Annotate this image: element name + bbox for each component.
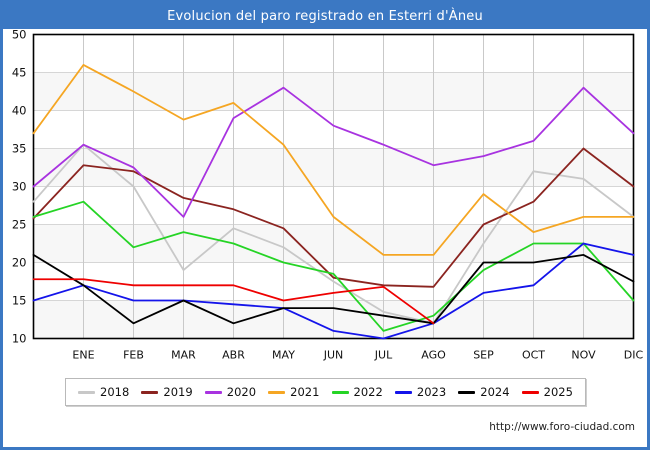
- legend-item-2024[interactable]: 2024: [458, 385, 510, 399]
- series-line-2023: [32, 242, 635, 340]
- x-axis-month-label: AGO: [421, 349, 446, 362]
- legend-swatch-icon: [78, 390, 96, 394]
- legend-swatch-icon: [458, 390, 476, 394]
- y-axis-tick-label: 45: [12, 66, 27, 80]
- x-axis-month-label: OCT: [522, 349, 545, 362]
- x-axis-month-label: FEB: [123, 349, 144, 362]
- legend-item-2020[interactable]: 2020: [204, 385, 257, 399]
- y-axis-tick-label: 10: [12, 332, 27, 346]
- legend-item-label: 2019: [163, 385, 193, 399]
- series-line-2018: [32, 143, 635, 325]
- y-axis-tick-label: 50: [12, 29, 27, 42]
- legend-item-label: 2018: [100, 385, 130, 399]
- x-axis-month-label: ABR: [222, 349, 245, 362]
- series-line-2024: [32, 253, 635, 325]
- legend-item-2023[interactable]: 2023: [394, 385, 447, 399]
- x-axis-month-label: JUL: [374, 349, 393, 362]
- legend-item-label: 2022: [353, 385, 383, 399]
- legend-swatch-icon: [141, 390, 159, 394]
- y-axis-tick-label: 15: [12, 294, 27, 308]
- legend-item-2021[interactable]: 2021: [268, 385, 319, 399]
- legend-item-2022[interactable]: 2022: [331, 385, 383, 399]
- x-axis-month-label: NOV: [571, 349, 596, 362]
- legend-item-label: 2020: [226, 385, 257, 399]
- legend-item-label: 2024: [480, 385, 510, 399]
- series-line-2022: [32, 200, 635, 332]
- window-title-bar: Evolucion del paro registrado en Esterri…: [3, 3, 647, 29]
- legend-swatch-icon: [394, 390, 412, 394]
- legend-item-2025[interactable]: 2025: [521, 385, 573, 399]
- y-axis-tick-labels: 10 15 20 25 30 35 40 45 50: [12, 29, 27, 346]
- legend-swatch-icon: [521, 390, 539, 394]
- legend-item-2018[interactable]: 2018: [78, 385, 129, 399]
- x-axis-month-label: SEP: [473, 349, 494, 362]
- legend-item-label: 2021: [290, 385, 320, 399]
- x-axis-month-label: MAR: [171, 349, 196, 362]
- x-axis-month-label: JUN: [323, 349, 344, 362]
- y-axis-tick-label: 40: [12, 104, 27, 118]
- x-axis-month-label: ENE: [72, 349, 94, 362]
- legend-swatch-icon: [268, 390, 286, 394]
- line-chart-svg: 10 15 20 25 30 35 40 45 50 ENE FEB MAR ABR MAY JUN JUL…: [12, 29, 644, 362]
- x-axis-month-labels: ENE FEB MAR ABR MAY JUN JUL AGO SEP OCT NOV DIC: [72, 349, 643, 362]
- series-line-2021: [32, 64, 635, 256]
- x-axis-month-label: DIC: [624, 349, 644, 362]
- chart-area: 10 15 20 25 30 35 40 45 50 ENE FEB MAR ABR MAY JUN JUL…: [3, 29, 647, 447]
- legend-swatch-icon: [204, 390, 222, 394]
- chart-legend: 2018 2019 2020 2021 2022 2023 2024 2025: [65, 378, 586, 406]
- series-line-2025: [32, 278, 435, 325]
- footer-url: http://www.foro-ciudad.com: [489, 421, 635, 433]
- series-lines: [32, 64, 635, 340]
- y-axis-tick-label: 35: [12, 142, 27, 156]
- y-axis-tick-label: 20: [12, 256, 27, 270]
- series-line-2020: [32, 86, 635, 218]
- legend-item-2019[interactable]: 2019: [141, 385, 193, 399]
- y-axis-tick-label: 30: [12, 180, 27, 194]
- x-axis-month-label: MAY: [272, 349, 295, 362]
- page-title: Evolucion del paro registrado en Esterri…: [167, 8, 483, 24]
- legend-swatch-icon: [331, 390, 349, 394]
- legend-item-label: 2023: [416, 385, 447, 399]
- legend-item-label: 2025: [543, 385, 573, 399]
- y-axis-tick-label: 25: [12, 218, 27, 232]
- series-line-2019: [32, 147, 635, 288]
- plot-wrapper: 10 15 20 25 30 35 40 45 50 ENE FEB MAR ABR MAY JUN JUL…: [3, 29, 647, 369]
